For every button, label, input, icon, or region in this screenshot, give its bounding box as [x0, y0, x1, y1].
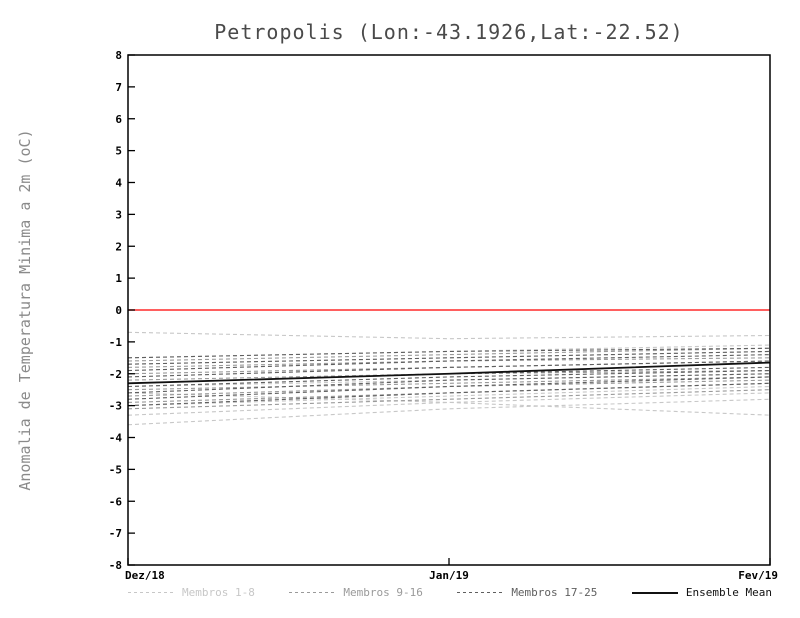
- legend-label: Membros 9-16: [343, 586, 423, 599]
- legend-label: Ensemble Mean: [685, 586, 772, 599]
- svg-text:8: 8: [115, 49, 122, 62]
- svg-text:1: 1: [115, 272, 122, 285]
- svg-text:0: 0: [115, 304, 122, 317]
- svg-text:Jan/19: Jan/19: [429, 569, 469, 582]
- svg-text:6: 6: [115, 113, 122, 126]
- svg-text:-6: -6: [109, 495, 123, 508]
- legend-item-membros-9-16: Membros 9-16: [289, 586, 423, 599]
- dashed-line-swatch: [128, 592, 174, 593]
- svg-text:4: 4: [115, 177, 122, 190]
- svg-text:-7: -7: [109, 527, 122, 540]
- svg-text:Dez/18: Dez/18: [125, 569, 165, 582]
- chart-legend: Membros 1-8 Membros 9-16 Membros 17-25 E…: [128, 586, 772, 599]
- legend-label: Membros 17-25: [511, 586, 598, 599]
- svg-text:7: 7: [115, 81, 122, 94]
- svg-text:-5: -5: [109, 463, 122, 476]
- svg-text:2: 2: [115, 240, 122, 253]
- svg-text:-3: -3: [109, 400, 122, 413]
- solid-line-swatch: [631, 591, 678, 594]
- dashed-line-swatch: [457, 592, 504, 593]
- chart-title: Petropolis (Lon:-43.1926,Lat:-22.52): [214, 20, 684, 44]
- svg-text:-8: -8: [109, 559, 122, 572]
- legend-item-ensemble-mean: Ensemble Mean: [631, 586, 772, 599]
- svg-text:-4: -4: [109, 432, 123, 445]
- legend-item-membros-1-8: Membros 1-8: [128, 586, 255, 599]
- dashed-line-swatch: [289, 592, 336, 593]
- svg-text:5: 5: [115, 145, 122, 158]
- svg-text:-1: -1: [109, 336, 123, 349]
- legend-item-membros-17-25: Membros 17-25: [457, 586, 597, 599]
- svg-text:Fev/19: Fev/19: [738, 569, 778, 582]
- svg-text:3: 3: [115, 208, 122, 221]
- legend-label: Membros 1-8: [182, 586, 255, 599]
- svg-text:-2: -2: [109, 368, 122, 381]
